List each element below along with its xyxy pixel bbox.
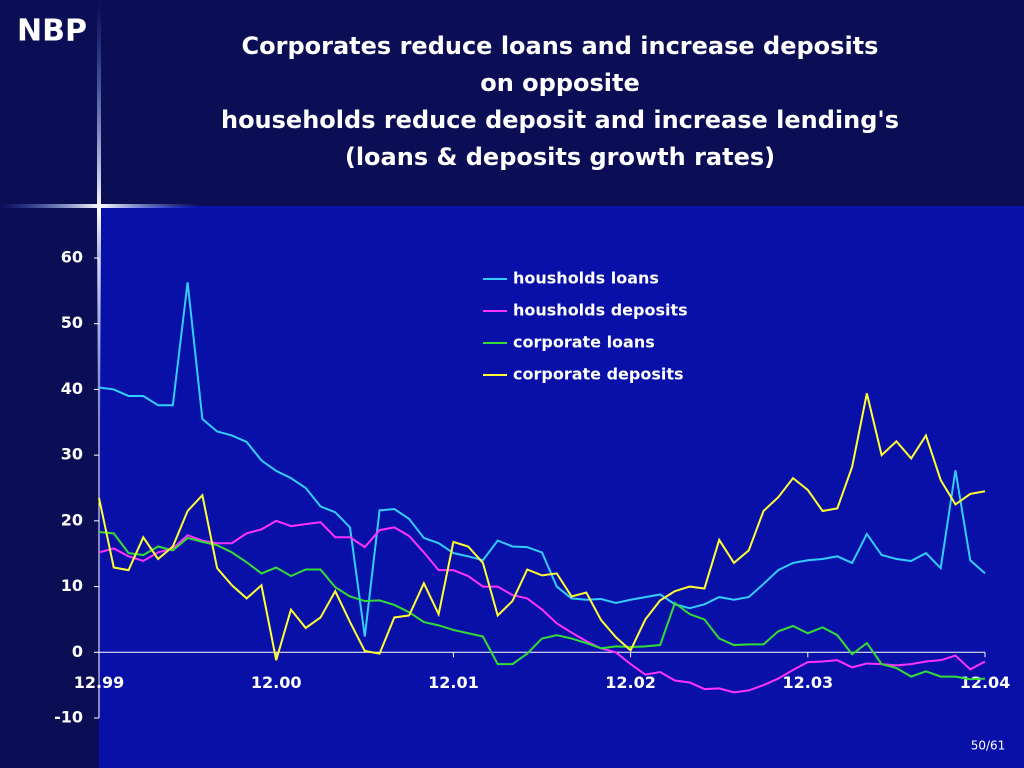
legend-label: corporate loans	[513, 333, 655, 352]
glow-vertical	[97, 0, 101, 420]
y-tick-label: 60	[61, 248, 83, 267]
y-tick-label: 20	[61, 510, 83, 529]
page-number: 50/61	[971, 739, 1006, 753]
series-line	[98, 393, 986, 661]
legend-label: corporate deposits	[513, 365, 684, 384]
logo: NBP	[17, 14, 87, 49]
x-tick-label: 12.01	[428, 673, 479, 692]
x-tick-label: 12.02	[605, 673, 656, 692]
x-tick-label: 12.04	[960, 673, 1011, 692]
plot: Corporates reduce loans and increase dep…	[54, 32, 1010, 727]
x-tick-label: 12.99	[74, 673, 125, 692]
chart-title: Corporates reduce loans and increase dep…	[242, 32, 879, 60]
y-tick-label: 10	[61, 576, 83, 595]
y-tick-label: -10	[54, 708, 83, 727]
series-line	[98, 531, 986, 681]
series-line	[98, 519, 986, 694]
series-line	[98, 282, 986, 637]
y-tick-label: 40	[61, 379, 83, 398]
chart-title: households reduce deposit and increase l…	[221, 106, 899, 134]
legend-label: housholds loans	[513, 269, 659, 288]
y-tick-label: 50	[61, 313, 83, 332]
chart-title: (loans & deposits growth rates)	[345, 143, 775, 171]
chart-title: on opposite	[480, 69, 640, 97]
x-tick-label: 12.03	[782, 673, 833, 692]
chart-panel	[99, 206, 1024, 768]
y-tick-label: 0	[72, 642, 83, 661]
x-tick-label: 12.00	[251, 673, 302, 692]
y-tick-label: 30	[61, 445, 83, 464]
legend-label: housholds deposits	[513, 301, 688, 320]
